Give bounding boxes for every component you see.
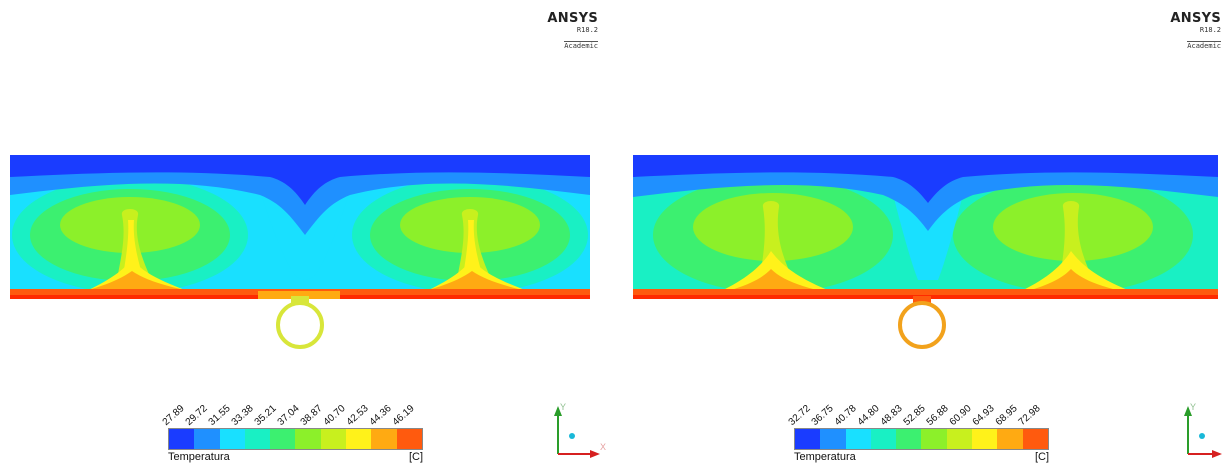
legend-tick: 44.80 xyxy=(855,403,882,428)
legend-tick: 38.87 xyxy=(298,403,325,428)
axis-triad: Y xyxy=(1184,402,1222,458)
legend-tick: 37.04 xyxy=(275,403,302,428)
legend-swatch xyxy=(946,429,973,449)
legend-colorbar xyxy=(168,428,423,450)
legend-tick: 42.53 xyxy=(344,403,371,428)
legend-variable-label: Temperatura xyxy=(168,451,230,463)
legend-swatch xyxy=(194,429,220,449)
legend-tick: 27.89 xyxy=(160,403,187,428)
legend-tick: 29.72 xyxy=(183,403,210,428)
legend-swatch xyxy=(396,429,422,449)
legend-colorbar xyxy=(794,428,1049,450)
legend-swatch xyxy=(169,429,195,449)
legend-unit-label: [C] xyxy=(408,451,423,463)
legend-footer: Temperatura [C] xyxy=(794,451,1049,463)
contour-panel-right: ANSYS R18.2 Academic 32.72 xyxy=(613,0,1226,475)
color-legend: 27.89 29.72 31.55 33.38 35.21 37.04 38.8… xyxy=(161,398,423,463)
logo-version: R18.2 xyxy=(1199,26,1221,34)
legend-swatch xyxy=(371,429,397,449)
z-axis-dot xyxy=(569,433,575,439)
z-axis-dot xyxy=(1199,433,1205,439)
logo-brand: ANSYS xyxy=(1170,11,1221,26)
logo-license: Academic xyxy=(1187,41,1221,50)
logo-brand: ANSYS xyxy=(547,11,598,26)
legend-tick: 40.78 xyxy=(832,403,859,428)
temperature-contour-left xyxy=(10,155,590,349)
legend-swatch xyxy=(820,429,846,449)
legend-swatch xyxy=(972,429,998,449)
legend-unit-label: [C] xyxy=(1034,451,1049,463)
y-axis-label: Y xyxy=(560,402,566,412)
legend-tick: 72.98 xyxy=(1016,403,1043,428)
ansys-logo: ANSYS R18.2 Academic xyxy=(538,12,598,53)
color-legend: 32.72 36.75 40.78 44.80 48.83 52.85 56.8… xyxy=(787,398,1049,463)
legend-tick: 33.38 xyxy=(229,403,256,428)
legend-tick: 60.90 xyxy=(947,403,974,428)
legend-swatch xyxy=(921,429,947,449)
legend-ticks: 27.89 29.72 31.55 33.38 35.21 37.04 38.8… xyxy=(161,398,423,428)
legend-tick: 46.19 xyxy=(390,403,417,428)
contour-panel-left: ANSYS R18.2 Academic xyxy=(10,12,606,463)
legend-footer: Temperatura [C] xyxy=(168,451,423,463)
legend-swatch xyxy=(244,429,271,449)
logo-version: R18.2 xyxy=(576,26,598,34)
legend-tick: 44.36 xyxy=(367,403,394,428)
legend-variable-label: Temperatura xyxy=(794,451,856,463)
legend-swatch xyxy=(845,429,871,449)
legend-swatch xyxy=(295,429,321,449)
legend-swatch xyxy=(896,429,922,449)
legend-tick: 48.83 xyxy=(878,403,905,428)
legend-tick: 52.85 xyxy=(901,403,928,428)
legend-swatch xyxy=(320,429,347,449)
legend-tick: 32.72 xyxy=(786,403,813,428)
legend-swatch xyxy=(997,429,1023,449)
legend-tick: 64.93 xyxy=(970,403,997,428)
legend-tick: 31.55 xyxy=(206,403,233,428)
legend-tick: 40.70 xyxy=(321,403,348,428)
logo-license: Academic xyxy=(564,41,598,50)
legend-ticks: 32.72 36.75 40.78 44.80 48.83 52.85 56.8… xyxy=(787,398,1049,428)
legend-swatch xyxy=(219,429,245,449)
ansys-logo: ANSYS R18.2 Academic xyxy=(1161,12,1221,53)
legend-swatch xyxy=(1022,429,1048,449)
legend-tick: 36.75 xyxy=(809,403,836,428)
legend-tick: 68.95 xyxy=(993,403,1020,428)
legend-swatch xyxy=(346,429,372,449)
x-axis-label: X xyxy=(600,442,606,452)
legend-tick: 56.88 xyxy=(924,403,951,428)
legend-swatch xyxy=(270,429,296,449)
y-axis-label: Y xyxy=(1190,402,1196,412)
temperature-contour-right xyxy=(633,155,1218,349)
legend-swatch xyxy=(795,429,821,449)
axis-triad: Y X xyxy=(554,402,606,458)
legend-swatch xyxy=(870,429,897,449)
legend-tick: 35.21 xyxy=(252,403,279,428)
